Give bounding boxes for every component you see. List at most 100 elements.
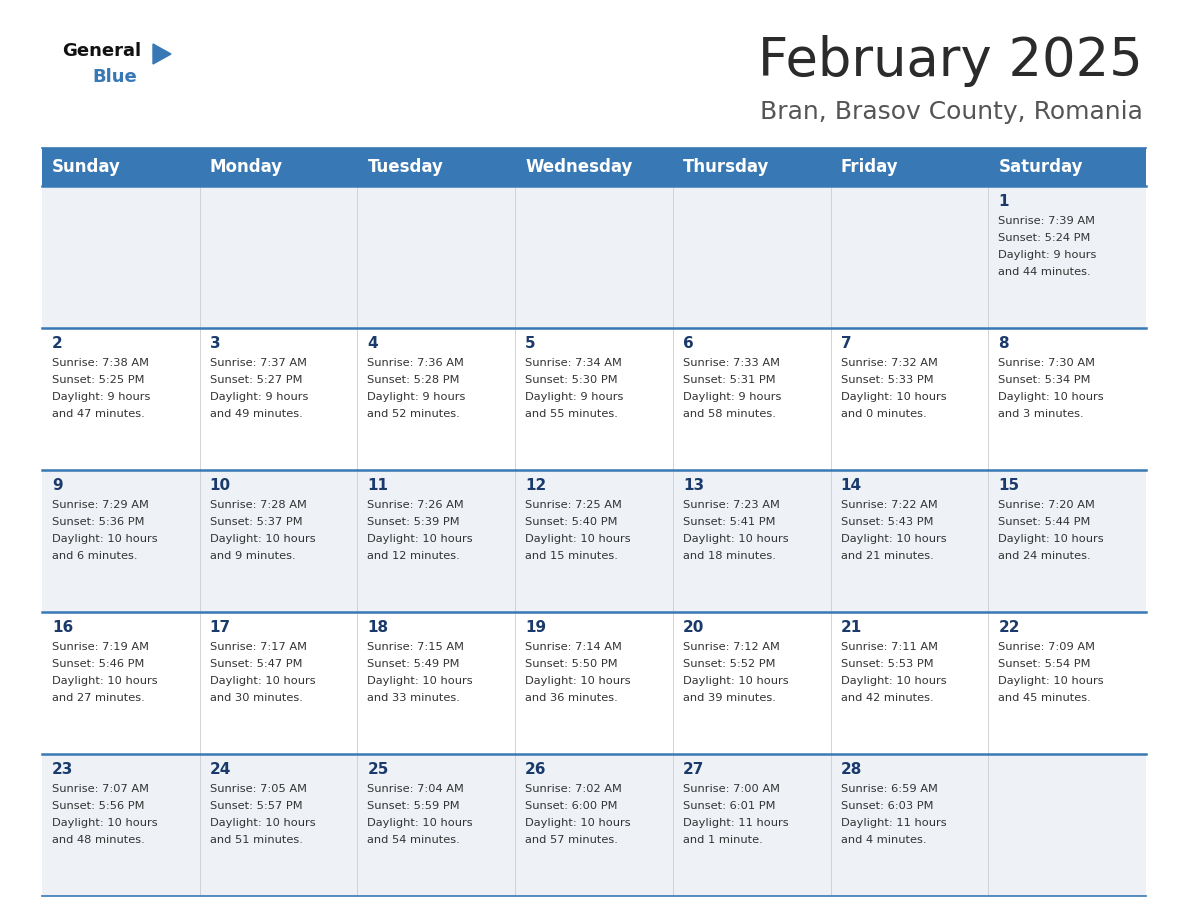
Text: Tuesday: Tuesday <box>367 158 443 176</box>
Text: Sunrise: 7:39 AM: Sunrise: 7:39 AM <box>998 216 1095 226</box>
Text: Sunrise: 6:59 AM: Sunrise: 6:59 AM <box>841 784 937 794</box>
Text: and 15 minutes.: and 15 minutes. <box>525 551 618 561</box>
Text: Daylight: 10 hours: Daylight: 10 hours <box>683 676 789 686</box>
Text: Sunrise: 7:15 AM: Sunrise: 7:15 AM <box>367 642 465 652</box>
Text: and 55 minutes.: and 55 minutes. <box>525 409 618 419</box>
Text: and 36 minutes.: and 36 minutes. <box>525 693 618 703</box>
Text: Daylight: 10 hours: Daylight: 10 hours <box>998 392 1104 402</box>
Text: 25: 25 <box>367 762 388 777</box>
Text: Daylight: 10 hours: Daylight: 10 hours <box>998 676 1104 686</box>
Text: Daylight: 11 hours: Daylight: 11 hours <box>841 818 946 828</box>
Text: Sunset: 5:34 PM: Sunset: 5:34 PM <box>998 375 1091 385</box>
Text: Monday: Monday <box>210 158 283 176</box>
Text: 6: 6 <box>683 336 694 351</box>
Text: Wednesday: Wednesday <box>525 158 632 176</box>
Text: Sunrise: 7:14 AM: Sunrise: 7:14 AM <box>525 642 623 652</box>
Text: Sunrise: 7:09 AM: Sunrise: 7:09 AM <box>998 642 1095 652</box>
Text: Daylight: 9 hours: Daylight: 9 hours <box>525 392 624 402</box>
Text: and 3 minutes.: and 3 minutes. <box>998 409 1083 419</box>
Text: Sunset: 5:49 PM: Sunset: 5:49 PM <box>367 659 460 669</box>
Text: and 52 minutes.: and 52 minutes. <box>367 409 460 419</box>
Text: Sunset: 5:25 PM: Sunset: 5:25 PM <box>52 375 145 385</box>
Text: and 44 minutes.: and 44 minutes. <box>998 267 1091 277</box>
Text: Sunset: 5:33 PM: Sunset: 5:33 PM <box>841 375 934 385</box>
Text: Sunrise: 7:02 AM: Sunrise: 7:02 AM <box>525 784 623 794</box>
Text: Daylight: 11 hours: Daylight: 11 hours <box>683 818 789 828</box>
Text: Sunrise: 7:11 AM: Sunrise: 7:11 AM <box>841 642 937 652</box>
Text: 5: 5 <box>525 336 536 351</box>
Text: Daylight: 9 hours: Daylight: 9 hours <box>998 250 1097 260</box>
Text: 22: 22 <box>998 620 1019 635</box>
Text: and 58 minutes.: and 58 minutes. <box>683 409 776 419</box>
Text: 1: 1 <box>998 194 1009 209</box>
Text: Sunset: 5:30 PM: Sunset: 5:30 PM <box>525 375 618 385</box>
Text: 28: 28 <box>841 762 862 777</box>
Text: Sunset: 5:43 PM: Sunset: 5:43 PM <box>841 517 933 527</box>
Text: Sunrise: 7:29 AM: Sunrise: 7:29 AM <box>52 500 148 510</box>
Text: Sunset: 5:47 PM: Sunset: 5:47 PM <box>210 659 302 669</box>
Text: Sunrise: 7:38 AM: Sunrise: 7:38 AM <box>52 358 148 368</box>
Bar <box>42 612 1146 754</box>
Text: and 21 minutes.: and 21 minutes. <box>841 551 934 561</box>
Text: 10: 10 <box>210 478 230 493</box>
Text: Daylight: 10 hours: Daylight: 10 hours <box>367 818 473 828</box>
Text: Daylight: 10 hours: Daylight: 10 hours <box>210 534 315 544</box>
Text: Sunset: 5:31 PM: Sunset: 5:31 PM <box>683 375 776 385</box>
Text: 2: 2 <box>52 336 63 351</box>
Text: Daylight: 10 hours: Daylight: 10 hours <box>52 676 158 686</box>
Text: Daylight: 10 hours: Daylight: 10 hours <box>210 676 315 686</box>
Text: and 24 minutes.: and 24 minutes. <box>998 551 1091 561</box>
Text: 8: 8 <box>998 336 1009 351</box>
Text: Saturday: Saturday <box>998 158 1082 176</box>
Text: and 9 minutes.: and 9 minutes. <box>210 551 296 561</box>
Text: Sunrise: 7:12 AM: Sunrise: 7:12 AM <box>683 642 779 652</box>
Text: Daylight: 10 hours: Daylight: 10 hours <box>210 818 315 828</box>
Text: 11: 11 <box>367 478 388 493</box>
Text: Sunset: 5:52 PM: Sunset: 5:52 PM <box>683 659 776 669</box>
Text: 26: 26 <box>525 762 546 777</box>
Text: Sunset: 5:36 PM: Sunset: 5:36 PM <box>52 517 145 527</box>
Text: and 1 minute.: and 1 minute. <box>683 835 763 845</box>
Text: and 47 minutes.: and 47 minutes. <box>52 409 145 419</box>
Text: Sunset: 5:27 PM: Sunset: 5:27 PM <box>210 375 302 385</box>
Bar <box>42 754 1146 896</box>
Bar <box>42 328 1146 470</box>
Text: and 48 minutes.: and 48 minutes. <box>52 835 145 845</box>
Text: Daylight: 10 hours: Daylight: 10 hours <box>52 534 158 544</box>
Text: Daylight: 10 hours: Daylight: 10 hours <box>52 818 158 828</box>
Text: Sunrise: 7:22 AM: Sunrise: 7:22 AM <box>841 500 937 510</box>
Bar <box>42 186 1146 328</box>
Text: Sunset: 5:40 PM: Sunset: 5:40 PM <box>525 517 618 527</box>
Text: Sunrise: 7:28 AM: Sunrise: 7:28 AM <box>210 500 307 510</box>
Text: 9: 9 <box>52 478 63 493</box>
Text: Sunrise: 7:23 AM: Sunrise: 7:23 AM <box>683 500 779 510</box>
Text: Sunrise: 7:36 AM: Sunrise: 7:36 AM <box>367 358 465 368</box>
Text: Sunset: 6:01 PM: Sunset: 6:01 PM <box>683 801 776 811</box>
Text: 24: 24 <box>210 762 232 777</box>
Text: and 30 minutes.: and 30 minutes. <box>210 693 303 703</box>
Text: Sunset: 5:41 PM: Sunset: 5:41 PM <box>683 517 776 527</box>
Text: Blue: Blue <box>91 68 137 86</box>
Text: 20: 20 <box>683 620 704 635</box>
Text: 7: 7 <box>841 336 851 351</box>
Text: Sunset: 5:50 PM: Sunset: 5:50 PM <box>525 659 618 669</box>
Text: Sunset: 6:03 PM: Sunset: 6:03 PM <box>841 801 933 811</box>
Text: Daylight: 10 hours: Daylight: 10 hours <box>841 392 946 402</box>
Text: Daylight: 10 hours: Daylight: 10 hours <box>525 534 631 544</box>
Text: Sunrise: 7:00 AM: Sunrise: 7:00 AM <box>683 784 779 794</box>
Text: Sunrise: 7:37 AM: Sunrise: 7:37 AM <box>210 358 307 368</box>
Text: Bran, Brasov County, Romania: Bran, Brasov County, Romania <box>760 100 1143 124</box>
Text: Sunrise: 7:25 AM: Sunrise: 7:25 AM <box>525 500 623 510</box>
Text: Sunset: 5:57 PM: Sunset: 5:57 PM <box>210 801 302 811</box>
Text: and 4 minutes.: and 4 minutes. <box>841 835 927 845</box>
Text: and 57 minutes.: and 57 minutes. <box>525 835 618 845</box>
Text: Sunset: 5:28 PM: Sunset: 5:28 PM <box>367 375 460 385</box>
Text: 27: 27 <box>683 762 704 777</box>
Text: Daylight: 10 hours: Daylight: 10 hours <box>998 534 1104 544</box>
Text: and 6 minutes.: and 6 minutes. <box>52 551 138 561</box>
Text: Thursday: Thursday <box>683 158 770 176</box>
Text: Daylight: 9 hours: Daylight: 9 hours <box>367 392 466 402</box>
Text: Sunrise: 7:34 AM: Sunrise: 7:34 AM <box>525 358 623 368</box>
Text: 18: 18 <box>367 620 388 635</box>
Text: 12: 12 <box>525 478 546 493</box>
